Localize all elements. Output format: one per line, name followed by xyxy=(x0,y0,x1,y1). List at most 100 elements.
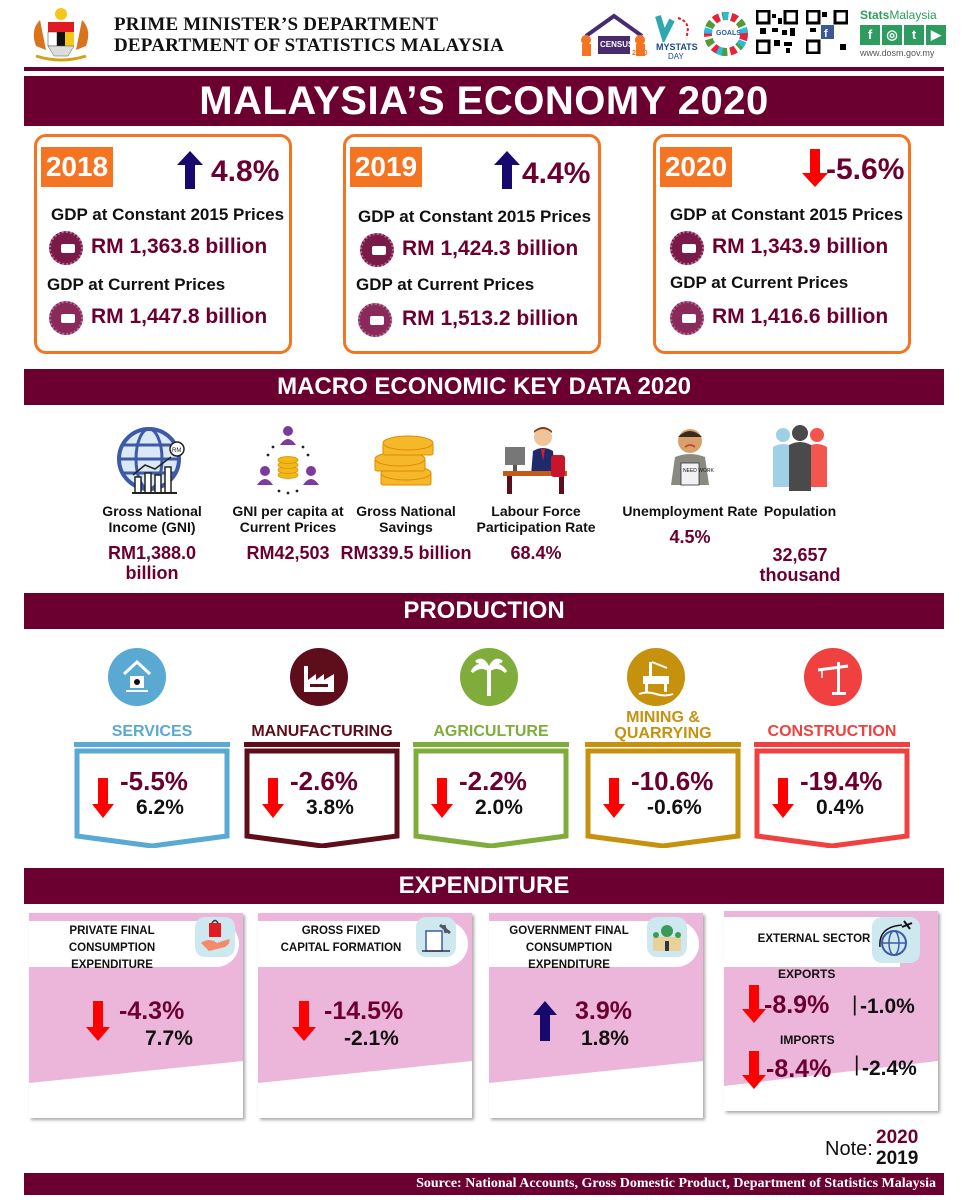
imports-label: IMPORTS xyxy=(780,1033,835,1047)
source-footer: Source: National Accounts, Gross Domesti… xyxy=(24,1173,944,1195)
sector-chevron-frame xyxy=(244,748,400,848)
title-line-1: PRIVATE FINAL xyxy=(69,925,155,937)
macro-item-unemployment: NEED WORK Unemployment Rate 4.5% xyxy=(622,425,758,547)
gdp-growth: 4.4% xyxy=(522,157,591,190)
money-icon xyxy=(360,233,394,267)
macro-item-population: Population 32,657 thousand xyxy=(732,425,868,585)
gdp-card-2020: 2020 -5.6% GDP at Constant 2015 Prices R… xyxy=(653,134,911,354)
census-text: CENSUS xyxy=(600,40,634,49)
need-work-icon: NEED WORK xyxy=(653,425,727,495)
macro-value: RM42,503 xyxy=(246,543,330,563)
arrow-down-icon xyxy=(262,778,284,823)
expenditure-card-gross-fixed-capital: GROSS FIXED CAPITAL FORMATION -14.5% -2.… xyxy=(258,913,472,1118)
twitter-icon[interactable]: t xyxy=(904,25,924,45)
office-worker-icon xyxy=(499,425,573,495)
macro-item-labour-force: Labour Force Participation Rate 68.4% xyxy=(468,425,604,563)
gdp-constant-value: RM 1,363.8 billion xyxy=(91,235,268,258)
instagram-icon[interactable]: ◎ xyxy=(882,25,902,45)
page-title: MALAYSIA’S ECONOMY 2020 xyxy=(24,76,944,126)
value-2020: -14.5% xyxy=(324,997,404,1025)
note-year-previous: 2019 xyxy=(876,1148,919,1169)
youtube-icon[interactable]: ▶ xyxy=(926,25,946,45)
expenditure-card-government-consumption: GOVERNMENT FINAL CONSUMPTION EXPENDITURE… xyxy=(489,913,703,1118)
arrow-up-icon xyxy=(533,1001,557,1046)
gdp-growth: 4.8% xyxy=(211,155,280,188)
sector-chevron-frame xyxy=(74,748,230,848)
sector-top-bar xyxy=(413,742,569,747)
gdp-current-label: GDP at Current Prices xyxy=(670,273,849,292)
value-2020: 3.9% xyxy=(575,997,632,1025)
gni-badge-text: RM xyxy=(172,448,181,454)
sector-top-bar xyxy=(244,742,400,747)
stats-malaysia-brand: StatsMalaysia xyxy=(860,8,946,22)
exports-2020: -8.9% xyxy=(764,991,830,1019)
sector-value-2019: 0.4% xyxy=(816,796,864,819)
arrow-down-icon xyxy=(802,149,828,192)
coin-stack-icon xyxy=(369,425,443,495)
sdg-goals-logo: GOALS xyxy=(704,6,748,62)
macro-value: RM1,388.0 billion xyxy=(107,543,197,583)
arrow-down-icon xyxy=(92,778,114,823)
sector-box: -10.6% -0.6% xyxy=(585,742,741,848)
sector-chevron-frame xyxy=(585,748,741,848)
gdp-constant-label: GDP at Constant 2015 Prices xyxy=(51,205,285,224)
sector-value-2019: 2.0% xyxy=(475,796,523,819)
value-2020: -4.3% xyxy=(119,997,185,1025)
macro-section-header: MACRO ECONOMIC KEY DATA 2020 xyxy=(24,369,944,405)
title-line-1: GOVERNMENT FINAL xyxy=(509,925,629,937)
agency-name: PRIME MINISTER’S DEPARTMENT DEPARTMENT O… xyxy=(114,14,504,56)
facebook-icon[interactable]: f xyxy=(860,25,880,45)
expenditure-card-private-consumption: PRIVATE FINAL CONSUMPTION EXPENDITURE -4… xyxy=(29,913,243,1118)
malaysia-coat-of-arms-logo xyxy=(22,6,100,64)
arrow-down-icon xyxy=(742,1051,766,1094)
title-line-2: CONSUMPTION EXPENDITURE xyxy=(68,942,156,971)
sector-manufacturing-title: MANUFACTURING xyxy=(251,723,393,740)
macro-label: Unemployment Rate xyxy=(622,503,758,519)
macro-label: GNI per capita at Current Prices xyxy=(232,503,344,535)
gdp-current-label: GDP at Current Prices xyxy=(47,275,226,294)
shopping-hand-icon xyxy=(195,917,235,957)
sector-top-bar xyxy=(585,742,741,747)
agency-line-1: PRIME MINISTER’S DEPARTMENT xyxy=(114,14,439,35)
qr-code-website[interactable] xyxy=(755,9,799,55)
note-year-current: 2020 xyxy=(876,1127,919,1148)
gdp-constant-value: RM 1,343.9 billion xyxy=(712,235,889,258)
qr-code-facebook[interactable]: f xyxy=(805,9,849,55)
globe-plane-icon xyxy=(872,917,920,963)
title-line-2: CAPITAL FORMATION xyxy=(280,942,402,954)
sign-text: NEED WORK xyxy=(683,468,715,474)
gdp-card-2018: 2018 4.8% GDP at Constant 2015 Prices RM… xyxy=(34,134,292,354)
year-tag: 2018 xyxy=(41,147,113,187)
gdp-constant-value: RM 1,424.3 billion xyxy=(402,237,579,260)
expenditure-section-header: EXPENDITURE xyxy=(24,868,944,904)
globe-chart-icon: RM xyxy=(115,425,189,495)
sector-value-2020: -19.4% xyxy=(800,766,883,796)
sector-box: -2.6% 3.8% xyxy=(244,742,400,848)
exports-label: EXPORTS xyxy=(778,967,836,981)
government-building-icon xyxy=(647,917,687,957)
gdp-constant-label: GDP at Constant 2015 Prices xyxy=(358,207,592,226)
arrow-up-icon xyxy=(494,151,520,194)
stats-malaysia-social: StatsMalaysia f ◎ t ▶ www.dosm.gov.my xyxy=(860,8,946,64)
macro-item-gross-savings: Gross National Savings RM339.5 billion xyxy=(338,425,474,563)
macro-value: RM339.5 billion xyxy=(340,543,472,563)
value-2019: 1.8% xyxy=(581,1027,629,1050)
exports-2019: -1.0% xyxy=(860,995,915,1018)
brand-bold: Stats xyxy=(860,8,890,22)
value-2019: -2.1% xyxy=(344,1027,399,1050)
separator: | xyxy=(854,1053,860,1076)
census-year: 2020 xyxy=(632,50,648,57)
macro-label: Population xyxy=(763,503,837,519)
expenditure-title: GROSS FIXED CAPITAL FORMATION xyxy=(258,923,424,957)
sector-services-title: SERVICES xyxy=(111,723,193,740)
imports-2019: -2.4% xyxy=(862,1057,917,1080)
mining-line-2: QUARRYING xyxy=(614,725,712,742)
production-section-header: PRODUCTION xyxy=(24,593,944,629)
arrow-down-icon xyxy=(603,778,625,823)
population-icon xyxy=(763,425,837,495)
sector-mining-title: MINING & QUARRYING xyxy=(585,710,741,742)
website-link[interactable]: www.dosm.gov.my xyxy=(860,48,935,58)
expenditure-title: GOVERNMENT FINAL CONSUMPTION EXPENDITURE xyxy=(489,923,649,974)
money-icon xyxy=(358,303,392,337)
gdp-current-value: RM 1,416.6 billion xyxy=(712,305,889,328)
